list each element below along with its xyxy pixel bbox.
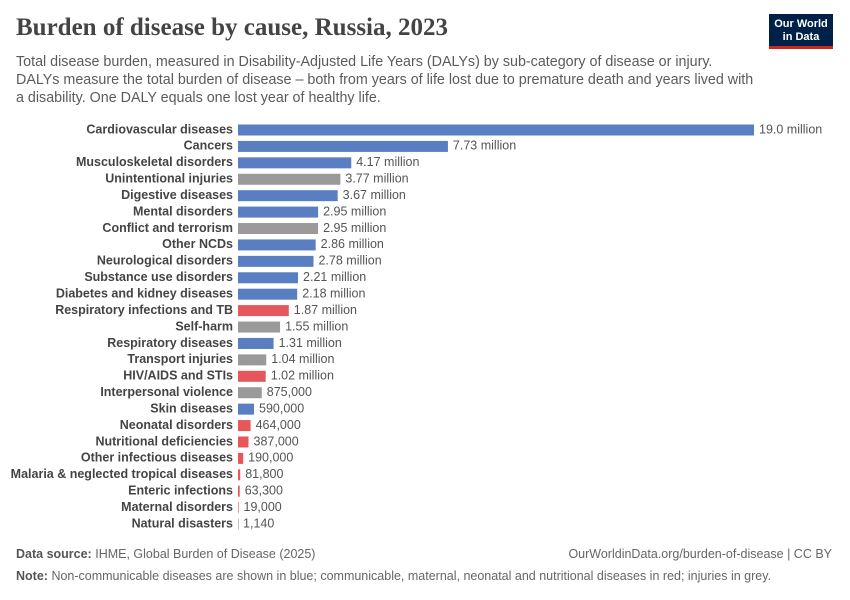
bar — [238, 239, 316, 251]
source-text: IHME, Global Burden of Disease (2025) — [95, 547, 316, 561]
bar — [238, 255, 314, 267]
category-label: Conflict and terrorism — [102, 221, 233, 235]
value-label: 2.21 million — [303, 270, 366, 284]
category-label: HIV/AIDS and STIs — [123, 369, 233, 383]
category-label: Cancers — [184, 139, 233, 153]
bar — [238, 370, 266, 382]
bar — [238, 190, 338, 202]
url[interactable]: OurWorldinData.org/burden-of-disease | C… — [568, 547, 832, 561]
category-label: Neonatal disorders — [120, 418, 233, 432]
value-label: 387,000 — [254, 434, 299, 448]
note: Note: Non-communicable diseases are show… — [16, 569, 771, 583]
value-label: 3.67 million — [343, 188, 406, 202]
bar — [238, 469, 241, 481]
category-label: Maternal disorders — [121, 500, 233, 514]
category-label: Substance use disorders — [84, 270, 233, 284]
value-label: 63,300 — [245, 484, 283, 498]
bar — [238, 436, 249, 448]
logo[interactable]: Our World in Data — [769, 14, 833, 49]
logo-line: Our World — [774, 18, 828, 30]
value-label: 2.78 million — [318, 254, 381, 268]
subtitle: Total disease burden, measured in Disabi… — [16, 54, 754, 106]
source: Data source: IHME, Global Burden of Dise… — [16, 547, 315, 561]
value-label: 1.02 million — [271, 369, 334, 383]
bar — [238, 452, 244, 464]
bar — [238, 518, 239, 530]
category-label: Interpersonal violence — [100, 385, 233, 399]
category-label: Enteric infections — [128, 484, 233, 498]
bar — [238, 337, 274, 349]
bar — [238, 173, 341, 185]
value-label: 19,000 — [244, 500, 282, 514]
bar — [238, 485, 240, 497]
value-label: 7.73 million — [453, 139, 516, 153]
bar — [238, 387, 262, 399]
bar — [238, 272, 299, 284]
bar — [238, 124, 754, 136]
value-label: 4.17 million — [356, 155, 419, 169]
value-label: 1.31 million — [279, 336, 342, 350]
category-label: Mental disorders — [133, 204, 233, 218]
category-label: Cardiovascular diseases — [86, 122, 233, 136]
value-label: 1,140 — [243, 516, 274, 530]
value-label: 2.18 million — [302, 286, 365, 300]
value-label: 81,800 — [245, 467, 283, 481]
bar — [238, 140, 448, 152]
bar — [238, 157, 352, 169]
value-label: 1.55 million — [285, 319, 348, 333]
bar — [238, 288, 298, 300]
category-label: Other infectious diseases — [81, 451, 233, 465]
bar — [238, 403, 255, 415]
chart-title: Burden of disease by cause, Russia, 2023 — [16, 14, 448, 41]
bar — [238, 502, 239, 514]
bar — [238, 420, 251, 432]
logo-line: in Data — [782, 31, 820, 43]
category-label: Natural disasters — [132, 516, 233, 530]
note-label: Note: — [16, 569, 48, 583]
note-text: Non-communicable diseases are shown in b… — [51, 569, 772, 583]
value-label: 1.04 million — [271, 352, 334, 366]
bar — [238, 321, 281, 333]
bar — [238, 305, 289, 317]
value-label: 190,000 — [248, 451, 293, 465]
category-label: Respiratory infections and TB — [55, 303, 233, 317]
value-label: 875,000 — [267, 385, 312, 399]
category-label: Malaria & neglected tropical diseases — [11, 467, 233, 481]
category-label: Self-harm — [175, 319, 233, 333]
value-label: 2.95 million — [323, 221, 386, 235]
category-label: Unintentional injuries — [105, 172, 233, 186]
category-label: Diabetes and kidney diseases — [56, 286, 233, 300]
bar — [238, 206, 319, 218]
category-label: Skin diseases — [150, 401, 233, 415]
value-label: 3.77 million — [345, 172, 408, 186]
category-label: Digestive diseases — [121, 188, 233, 202]
value-label: 1.87 million — [294, 303, 357, 317]
value-label: 2.95 million — [323, 204, 386, 218]
category-label: Nutritional deficiencies — [95, 434, 233, 448]
source-label: Data source: — [16, 547, 92, 561]
value-label: 590,000 — [259, 401, 304, 415]
category-label: Respiratory diseases — [107, 336, 233, 350]
value-label: 464,000 — [256, 418, 301, 432]
bar — [238, 354, 267, 366]
category-label: Other NCDs — [162, 237, 233, 251]
category-label: Transport injuries — [127, 352, 233, 366]
category-label: Neurological disorders — [97, 254, 233, 268]
value-label: 19.0 million — [759, 122, 822, 136]
category-label: Musculoskeletal disorders — [76, 155, 233, 169]
bar — [238, 223, 319, 235]
value-label: 2.86 million — [321, 237, 384, 251]
